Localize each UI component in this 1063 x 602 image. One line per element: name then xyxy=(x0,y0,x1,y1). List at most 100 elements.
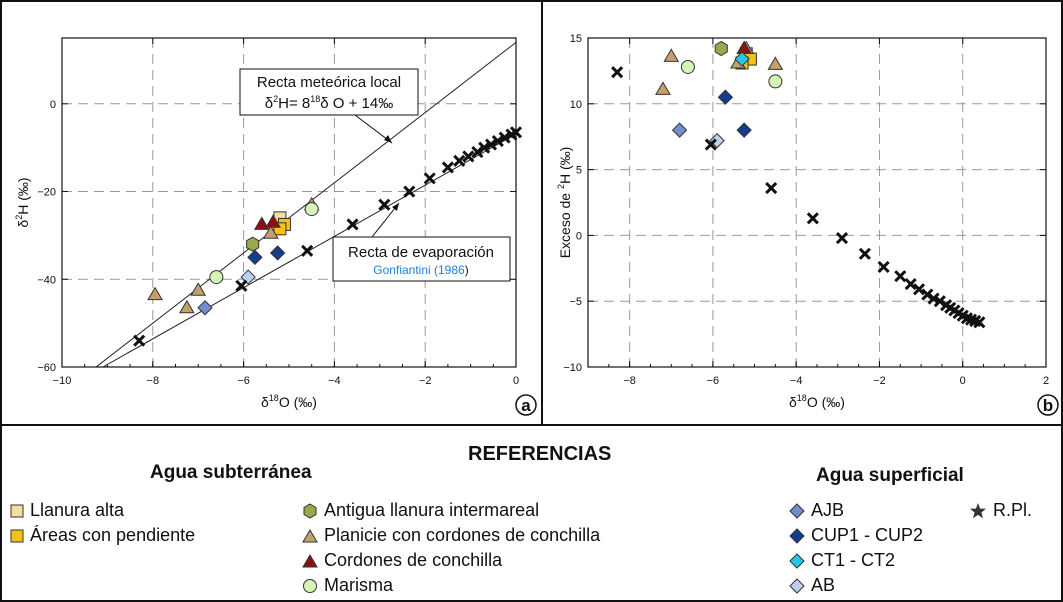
point-r-pl xyxy=(484,138,498,151)
point-cup1-cup2 xyxy=(736,122,752,138)
evaporation-annotation-title: Recta de evaporación xyxy=(348,244,494,261)
point-r-pl xyxy=(378,198,391,211)
diamond-marker-icon xyxy=(789,527,805,544)
evaporation-annotation-citation: Gonfiantini (1986) xyxy=(373,263,468,277)
meteoric-annotation-box xyxy=(239,68,419,116)
point-ajb xyxy=(671,122,688,138)
point-r-pl xyxy=(927,292,940,305)
hexagon-marker-icon xyxy=(303,502,317,519)
meteoric-line xyxy=(95,41,516,367)
legend-groundwater-title: Agua subterránea xyxy=(150,462,312,483)
y-tick-label: −5 xyxy=(569,296,582,308)
legend-label-areas-pendiente: Áreas con pendiente xyxy=(30,525,196,545)
legend-label-ct: CT1 - CT2 xyxy=(811,550,896,570)
legend-label-cordones: Cordones de conchilla xyxy=(324,550,503,570)
y-tick-label: −20 xyxy=(37,187,56,199)
point-r-pl xyxy=(462,150,475,163)
x-axis-label: δ18O (‰) xyxy=(261,393,317,410)
point-r-pl xyxy=(877,260,890,274)
point-r-pl xyxy=(235,279,248,292)
evaporation-pointer-head xyxy=(392,203,399,211)
legend-item-marisma: Marisma xyxy=(302,575,393,596)
meteoric-annotation-title: Recta meteórica local xyxy=(257,74,401,91)
x-tick-label: −4 xyxy=(790,375,803,387)
point-r-pl xyxy=(933,295,946,308)
meteoric-pointer-head xyxy=(384,135,392,143)
legend-item-cup: CUP1 - CUP2 xyxy=(789,525,923,546)
legend-label-ajb: AJB xyxy=(811,500,845,520)
point-planicie-con-cordones-de-conchilla xyxy=(262,225,279,239)
point-r-pl xyxy=(921,288,934,301)
point-r-pl xyxy=(471,145,484,159)
y-axis-label: Exceso de 2H (‰) xyxy=(556,147,573,259)
point-antigua-llanura-intermareal xyxy=(246,236,260,252)
point-r-pl xyxy=(904,278,917,291)
point-r-pl xyxy=(441,161,454,174)
point-cup1-cup2 xyxy=(269,245,286,261)
panel-letter-b: b xyxy=(1043,396,1053,415)
legend-label-marisma: Marisma xyxy=(324,575,394,595)
point-ajb xyxy=(197,300,213,316)
legend-item-ab: AB xyxy=(789,575,835,596)
point-r-pl xyxy=(491,135,504,148)
point-r-pl xyxy=(478,141,491,154)
point-r-pl xyxy=(346,218,359,231)
circle-marker-icon xyxy=(303,578,317,593)
point-cup1-cup2 xyxy=(247,249,263,266)
legend-item-cordones: Cordones de conchilla xyxy=(302,550,502,571)
point-r-pl xyxy=(611,66,624,79)
point-antigua-llanura-intermareal xyxy=(714,40,728,57)
legend-label-planicie-cordones: Planicie con cordones de conchilla xyxy=(324,525,601,545)
point-r-pl xyxy=(858,247,871,260)
x-axis-label: δ18O (‰) xyxy=(789,393,845,410)
triangle-marker-icon xyxy=(302,553,318,567)
legend-item-ct: CT1 - CT2 xyxy=(789,550,895,571)
x-tick-label: −8 xyxy=(147,375,160,387)
legend-surface-title: Agua superficial xyxy=(816,465,964,486)
point-planicie-con-cordones-de-conchilla xyxy=(655,81,671,95)
panel-letter-a: a xyxy=(521,396,531,415)
legend-label-ab: AB xyxy=(811,575,836,595)
evaporation-annotation-box xyxy=(332,236,511,282)
x-tick-label: −4 xyxy=(328,375,341,387)
legend-label-llanura-alta: Llanura alta xyxy=(30,500,125,520)
y-tick-label: 0 xyxy=(576,230,582,242)
panel-badge-a xyxy=(515,394,537,416)
legend-label-rpl: R.Pl. xyxy=(993,500,1033,520)
point-r-pl xyxy=(704,138,717,151)
legend-title: REFERENCIAS xyxy=(468,443,612,465)
y-tick-label: −10 xyxy=(563,362,582,374)
evaporation-line xyxy=(102,133,516,367)
panel-badge-b xyxy=(1037,394,1059,416)
triangle-marker-icon xyxy=(302,528,318,542)
point-cordones-de-conchilla xyxy=(265,214,281,228)
legend-item-llanura-alta: Llanura alta xyxy=(10,500,124,521)
point-planicie-con-cordones-de-conchilla xyxy=(147,286,163,301)
point-r-pl xyxy=(912,283,926,296)
point-planicie-con-cordones-de-conchilla xyxy=(178,299,195,314)
legend-item-areas-pendiente: Áreas con pendiente xyxy=(10,525,195,546)
point-r-pl xyxy=(301,244,314,257)
legend-item-antigua-llanura: Antigua llanura intermareal xyxy=(302,500,539,521)
point-r-pl xyxy=(835,231,849,245)
legend-label-cup: CUP1 - CUP2 xyxy=(811,525,924,545)
point-r-pl xyxy=(453,154,466,167)
point-planicie-con-cordones-de-conchilla xyxy=(190,282,207,296)
square-marker-icon xyxy=(10,504,24,517)
point-r-pl xyxy=(403,185,416,198)
star-marker-icon xyxy=(970,502,986,518)
y-tick-label: −60 xyxy=(37,362,56,374)
x-tick-label: −2 xyxy=(419,375,432,387)
x-tick-label: 2 xyxy=(1043,375,1049,387)
diamond-marker-icon xyxy=(789,552,805,569)
x-tick-label: −6 xyxy=(237,375,250,387)
point-marisma xyxy=(304,202,319,217)
meteoric-annotation-equation: δ2H= 818δ O + 14‰ xyxy=(265,94,393,112)
legend-item-rpl: R.Pl. xyxy=(969,500,1032,521)
y-tick-label: 10 xyxy=(570,99,582,111)
point-r-pl xyxy=(498,131,511,144)
point-cordones-de-conchilla xyxy=(253,216,270,230)
panel-b-chart: −8 −6 −4 −2 0 2 −10 −5 0 5 10 15 δ18O (‰) Exceso de 2… xyxy=(556,33,1059,416)
square-marker-icon xyxy=(10,529,24,542)
